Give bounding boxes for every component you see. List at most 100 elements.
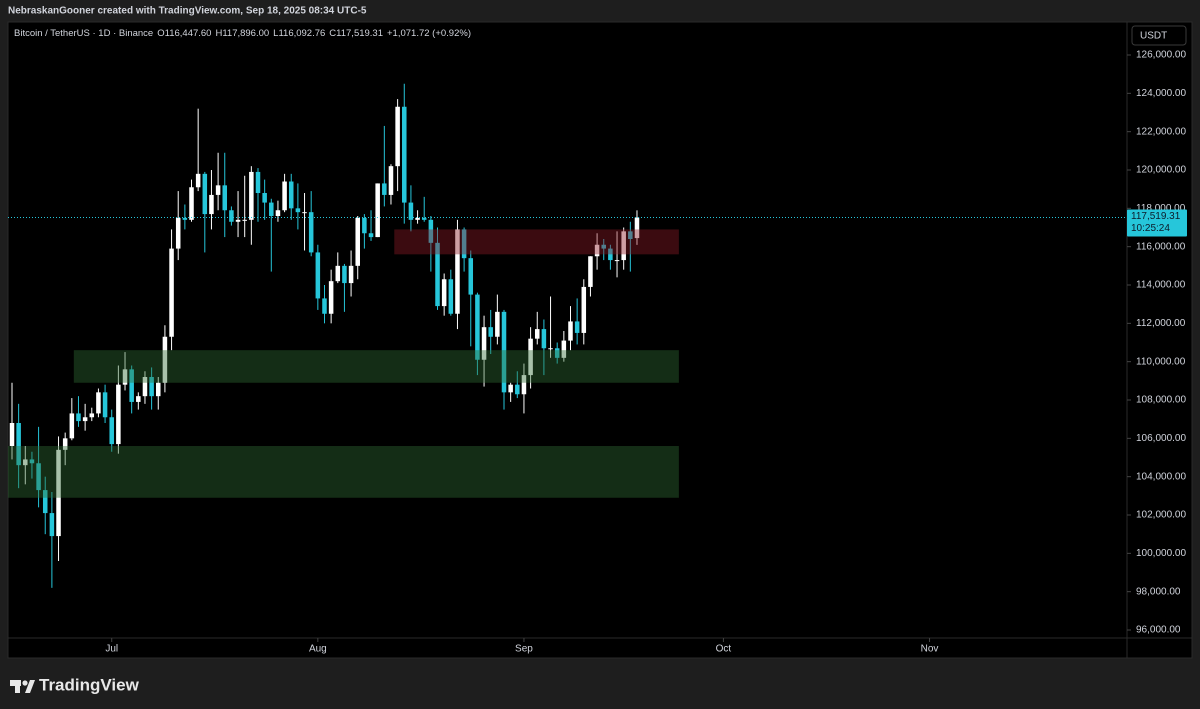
brand-logo [10,680,35,693]
candle-body [534,329,540,339]
currency: USDT [1140,31,1167,42]
candle-body [355,217,360,266]
x-tick-label: Jul [105,644,118,655]
candle-body [89,413,95,418]
y-tick-label: 122,000.00 [1136,126,1186,137]
candle-body [182,217,188,220]
logo-shape [15,680,20,693]
y-tick-label: 98,000.00 [1136,586,1181,597]
candle-body [428,219,434,243]
candle-body [581,286,587,333]
candle-body [282,181,287,211]
y-tick-label: 100,000.00 [1136,548,1186,559]
candle-body [96,392,101,414]
candle-body [415,217,420,220]
candle-body [189,187,194,220]
candle-body [561,340,567,358]
y-tick-label: 108,000.00 [1136,395,1186,406]
candle-body [614,260,620,262]
candle-body [242,219,247,221]
candle-body [421,217,427,220]
candle-body [395,106,400,167]
candle-body [275,210,281,217]
candle-body [136,396,141,402]
y-tick-label: 104,000.00 [1136,471,1186,482]
candle-body [328,281,334,314]
candle-body [149,377,154,397]
candle-body [488,327,493,337]
candle-body [175,217,181,249]
candle-body [209,194,214,215]
candle-body [402,106,407,203]
candle-body [435,242,440,307]
candle-body [554,348,560,358]
y-tick-label: 110,000.00 [1136,356,1186,367]
candle-body [362,217,367,234]
candle-body [62,438,68,450]
candle-body [495,311,500,337]
candle-body [109,417,114,445]
candle-body [461,229,467,259]
candle-body [122,369,128,385]
y-tick-label: 102,000.00 [1136,510,1186,521]
candle-body [156,382,161,397]
candle-body [628,231,633,240]
candle-body [621,231,626,261]
candle-body [501,311,507,393]
y-tick-label: 116,000.00 [1136,241,1186,252]
candle-body [102,392,108,418]
y-tick-label: 126,000.00 [1136,50,1186,61]
candle-body [568,321,573,341]
candle-body [269,202,274,217]
candle-body [235,219,241,222]
candle-body [315,252,321,299]
candle-body [335,265,341,282]
x-tick-label: Oct [716,644,732,655]
currency-box[interactable] [1131,25,1187,46]
logo-shape [25,680,35,693]
ohlc-close: C117,519.31 [329,28,383,39]
ohlc-open: O116,447.60 [157,28,211,39]
candle-body [169,248,174,337]
candle-body [388,166,394,195]
candle-body [9,423,15,447]
candle-body [129,369,134,402]
candle-body [56,449,61,537]
zone [73,350,679,383]
candle-body [608,248,613,261]
ohlc-change: +1,071.72 (+0.92%) [387,28,471,39]
candle-body [222,185,228,211]
candle-body [594,244,600,257]
candle-body [308,212,314,253]
candle-body [475,294,480,360]
legend: Bitcoin / TetherUS · 1D · Binance O116,44… [14,28,471,39]
plot [8,83,679,588]
candle-body [69,413,75,439]
candle-body [202,173,208,215]
candle-body [82,417,88,422]
candle-body [541,329,547,349]
candle-body [441,279,447,307]
y-tick-label: 106,000.00 [1136,433,1186,444]
candle-body [515,384,520,395]
candle-body [322,298,327,314]
credit: NebraskanGooner created with TradingView… [8,6,367,17]
y-tick-label: 96,000.00 [1136,625,1181,636]
last-price-label: 117,519.31 [1131,211,1181,222]
zone [8,446,679,498]
candle-body [601,244,606,249]
last-price-box [1127,209,1187,237]
candle-body [528,338,533,376]
candle-body [548,348,553,350]
candle-body [36,463,41,491]
x-tick-label: Aug [309,644,327,655]
candle-body [468,258,474,295]
candle-body [481,327,487,360]
candle-body [521,375,527,395]
countdown: 10:25:24 [1131,223,1170,234]
candle-body [348,265,354,284]
candle-body [142,377,148,397]
logo-shape [22,680,28,686]
candle-body [448,279,454,314]
